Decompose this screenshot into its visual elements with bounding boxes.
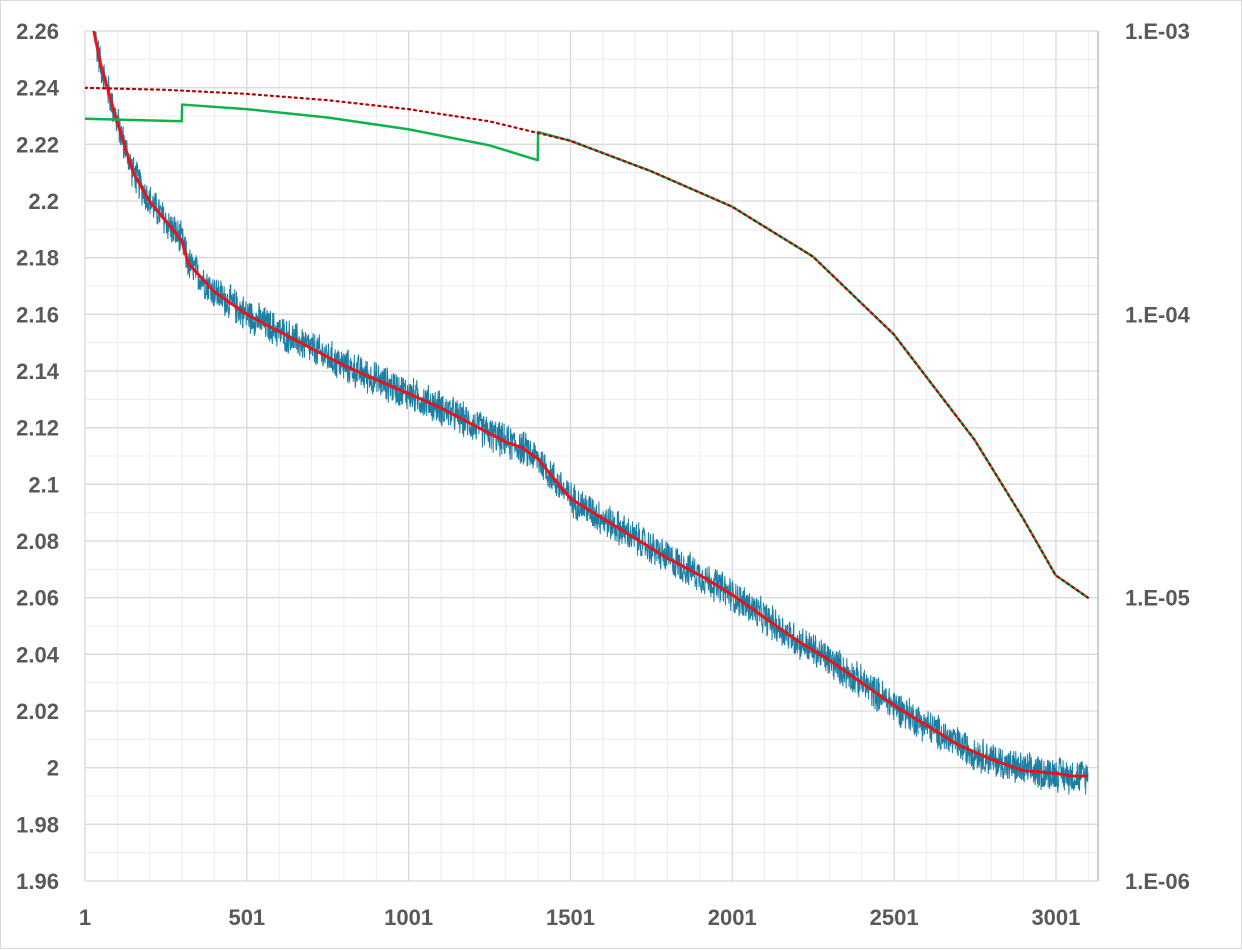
series-green-line	[85, 103, 1089, 599]
x-tick-label: 1	[79, 905, 91, 930]
y2-tick-label: 1.E-03	[1125, 19, 1190, 44]
x-tick-label: 1501	[546, 905, 595, 930]
y2-tick-label: 1.E-05	[1125, 586, 1190, 611]
y-tick-label: 2.14	[16, 359, 60, 384]
y-tick-label: 2.2	[28, 189, 59, 214]
y-tick-label: 2.16	[16, 302, 59, 327]
y-tick-label: 2.02	[16, 699, 59, 724]
y-tick-label: 2.26	[16, 19, 59, 44]
x-tick-label: 2001	[708, 905, 757, 930]
y-tick-label: 2.22	[16, 132, 59, 157]
y-tick-label: 2	[47, 756, 59, 781]
y2-tick-label: 1.E-04	[1125, 302, 1191, 327]
y-tick-label: 2.18	[16, 246, 59, 271]
y-tick-label: 2.1	[28, 472, 59, 497]
y-tick-label: 2.06	[16, 586, 59, 611]
x-tick-label: 3001	[1031, 905, 1080, 930]
x-tick-label: 2501	[870, 905, 919, 930]
y2-tick-label: 1.E-06	[1125, 869, 1190, 894]
y-tick-label: 2.08	[16, 529, 59, 554]
y-tick-label: 2.24	[16, 76, 60, 101]
y-tick-label: 1.96	[16, 869, 59, 894]
series-dotted-line	[85, 86, 1090, 599]
series-noisy-line	[93, 31, 1089, 795]
y-tick-label: 2.12	[16, 416, 59, 441]
x-tick-label: 1001	[384, 905, 433, 930]
series-smooth-line	[92, 31, 1088, 778]
y-tick-label: 1.98	[16, 812, 59, 837]
y-tick-label: 2.04	[16, 642, 60, 667]
x-tick-label: 501	[228, 905, 265, 930]
